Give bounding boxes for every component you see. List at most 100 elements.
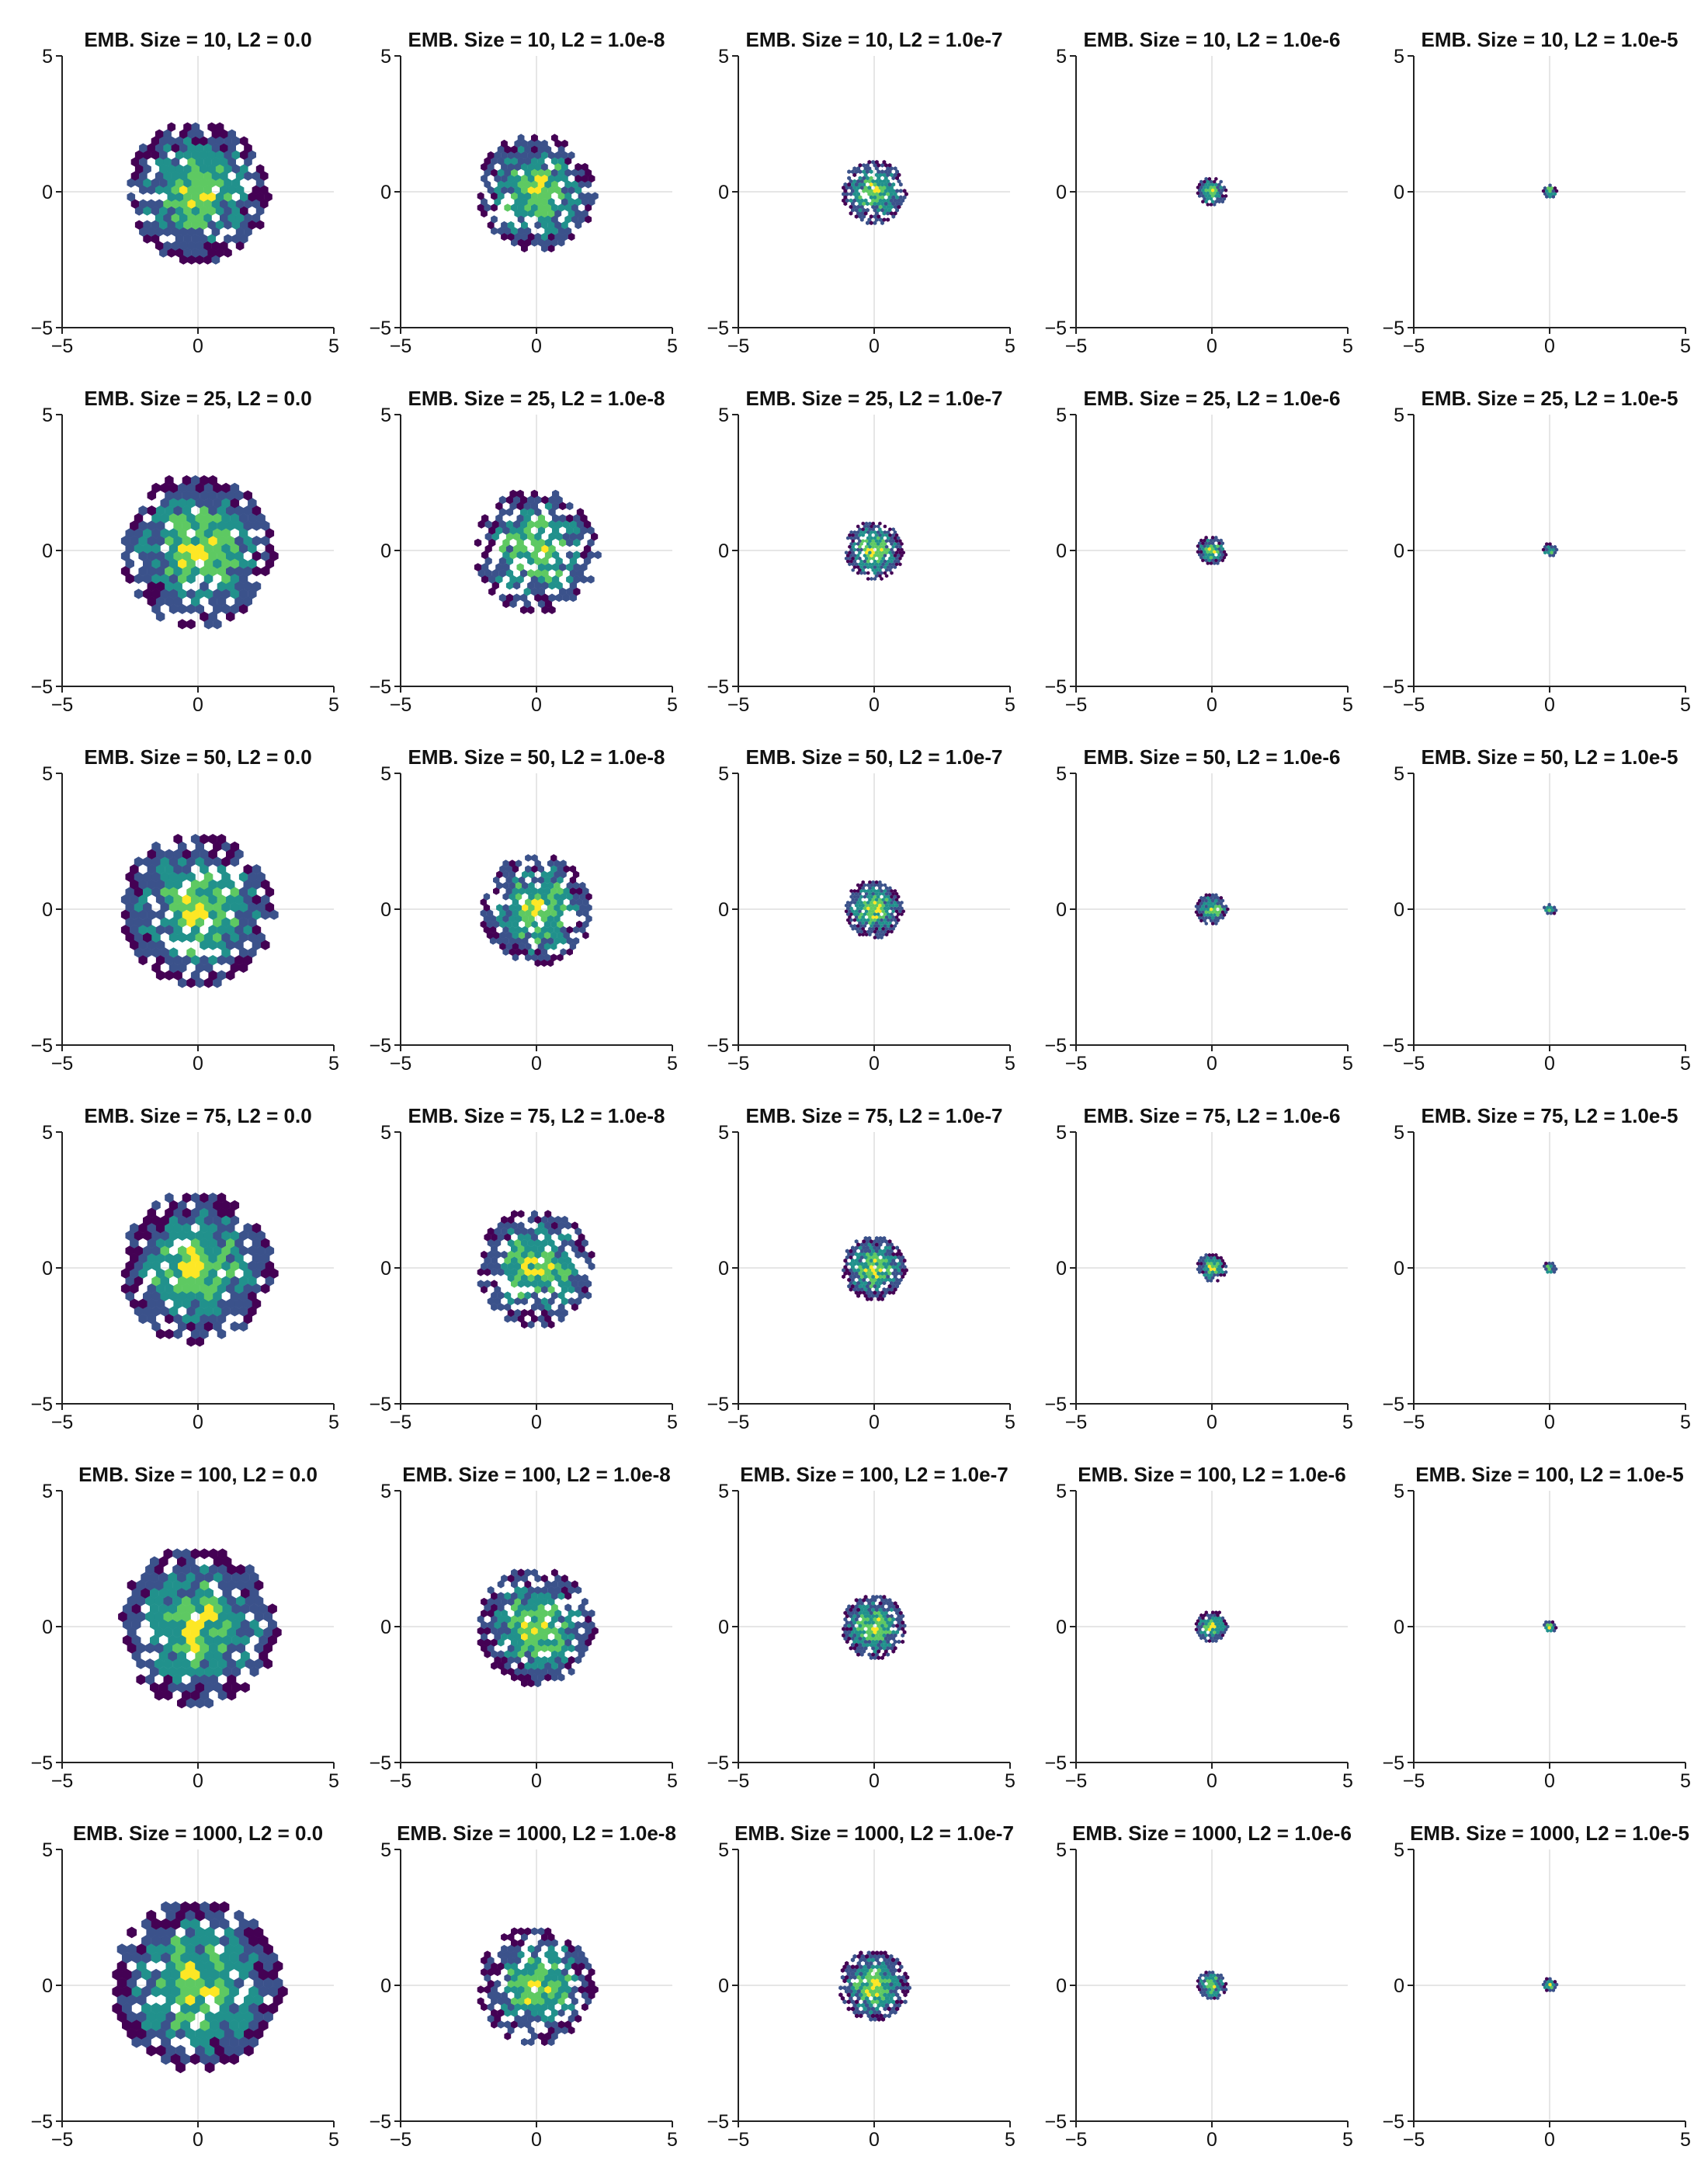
hexbin-cell (190, 596, 200, 607)
hexbin-cell (547, 893, 554, 901)
hexbin-cell (897, 1639, 901, 1644)
hexbin-cell (897, 559, 901, 564)
hexbin-cell (874, 574, 879, 578)
hexbin-cell (554, 893, 561, 901)
hexbin-cell (858, 568, 862, 572)
hexbin-cell (165, 970, 174, 981)
hexbin-cell (160, 498, 169, 509)
hexbin-cell (527, 520, 535, 529)
hexbin-cell (873, 536, 877, 540)
hexbin-cell (543, 953, 551, 962)
hexbin-cell (487, 162, 495, 172)
hexbin-cell (208, 879, 217, 890)
x-tick-label: 5 (667, 1412, 678, 1433)
hexbin-cell (898, 903, 902, 908)
hexbin-cell (555, 581, 563, 590)
hexbin-cell (512, 544, 521, 554)
hexbin-cell (588, 174, 595, 183)
hexbin-cell (183, 248, 192, 258)
hexbin-cell (195, 917, 204, 928)
hexbin-cell (547, 174, 555, 183)
hexbin-cell (866, 901, 870, 905)
hexbin-cell (555, 569, 563, 578)
hexbin-cell (547, 904, 554, 912)
hexbin-cell (234, 1298, 244, 1309)
hexbin-cell (183, 136, 192, 146)
hexbin-cell (517, 227, 525, 235)
hexbin-cell (573, 563, 581, 571)
hexbin-cell (143, 917, 152, 928)
x-tick-label: 5 (1342, 335, 1353, 357)
x-tick-label: −5 (51, 1053, 74, 1075)
x-tick-label: 0 (531, 2129, 542, 2151)
hexbin-cell (175, 164, 184, 174)
hexbin-cell (134, 1245, 144, 1256)
hexbin-cell (505, 532, 514, 541)
hexbin-cells (1543, 1620, 1558, 1633)
hexbin-cell (866, 542, 870, 546)
hexbin-cell (147, 566, 157, 577)
hexbin-cell (243, 864, 252, 875)
x-tick-label: 5 (667, 1053, 678, 1075)
hexbin-cell (874, 211, 879, 216)
hexbin-cell (207, 136, 216, 146)
hexbin-cell (213, 932, 222, 943)
hexbin-cell (569, 557, 577, 565)
hexbin-cell (859, 211, 864, 216)
hexbin-cell (226, 894, 235, 905)
hexbin-cell (203, 619, 214, 630)
hexbin-cell (224, 178, 232, 188)
hexbin-cell (151, 512, 161, 523)
hexbin-cell (134, 1276, 144, 1287)
hexbin-cell (1206, 203, 1210, 207)
hexbin-cell (130, 1298, 139, 1309)
hexbin-cell (874, 926, 879, 931)
hexbin-cell (540, 959, 548, 967)
hexbin-cell (898, 539, 902, 544)
hexbin-cell (560, 870, 567, 879)
hexbin-cell (203, 1290, 214, 1301)
hexbin-cell (585, 915, 592, 923)
y-tick-label: 0 (42, 1258, 53, 1280)
hexbin-cell (173, 581, 182, 592)
hexbin-cell (1201, 182, 1205, 187)
hexbin-cell (1198, 541, 1202, 546)
hexbin-cell (868, 556, 872, 561)
hexbin-cell (888, 891, 892, 896)
hexbin-cell (861, 562, 865, 567)
hexbin-cell (200, 192, 208, 202)
hexbin-cell (1201, 558, 1205, 563)
hexbin-cell (208, 536, 217, 547)
hexbin-cell (244, 157, 252, 167)
hexbin-cell (240, 150, 248, 160)
hexbin-cell (155, 955, 165, 966)
hexbin-cell (575, 209, 582, 218)
hexbin-cell (880, 918, 884, 922)
hexbin-cell (870, 547, 873, 552)
hexbin-cell (858, 926, 862, 931)
hexbin-cell (531, 865, 538, 873)
hexbin-cell (155, 1298, 165, 1309)
hexbin-cell (1216, 550, 1220, 554)
x-tick-label: −5 (390, 1412, 412, 1433)
hexbin-cell (891, 533, 895, 537)
y-tick-label: −5 (1382, 1394, 1404, 1415)
hexbin-cell (481, 550, 489, 560)
hexbin-cell (554, 870, 561, 879)
hexbin-cell (838, 1985, 843, 1991)
hexbin-cell (248, 150, 256, 160)
hexbin-cell (1210, 547, 1215, 551)
hexbin-cell (900, 901, 904, 905)
hexbin-cell (203, 901, 214, 912)
hexbin-cell (870, 524, 873, 529)
hexbin-cell (543, 909, 551, 918)
hexbin-cell (226, 520, 235, 531)
hexbin-cell (884, 175, 888, 181)
hexbin-cell (873, 554, 877, 557)
x-tick-label: −5 (727, 1770, 750, 1792)
hexbin-cell (520, 520, 528, 529)
hexbin-cell (213, 856, 222, 867)
hexbin-cell (208, 490, 217, 501)
